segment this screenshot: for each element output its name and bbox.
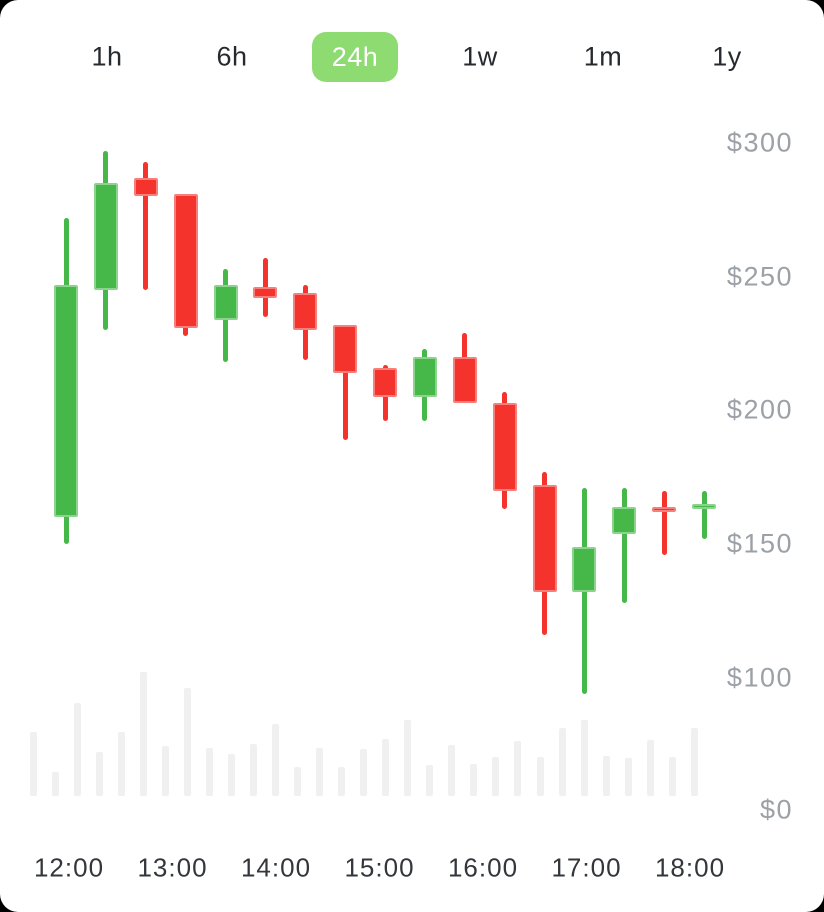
candle-body-up: [412, 357, 437, 398]
candle-body-down: [133, 177, 158, 197]
x-axis-label: 13:00: [137, 852, 208, 883]
x-axis-label: 17:00: [551, 852, 622, 883]
y-axis-label: $100: [726, 662, 793, 693]
candle-body-down: [293, 292, 318, 331]
volume-bar: [668, 757, 676, 796]
y-axis-label: $0: [759, 794, 793, 825]
volume-bar: [624, 758, 632, 796]
candle-wick-down: [661, 490, 667, 555]
x-axis-label: 12:00: [33, 852, 105, 883]
candle-body-down: [532, 485, 557, 593]
x-axis-label: 14:00: [240, 852, 312, 883]
candle-body-up: [54, 284, 78, 518]
volume-bar: [338, 767, 346, 796]
volume-bar: [228, 754, 236, 796]
volume-bar: [492, 757, 500, 796]
volume-bar: [162, 746, 170, 796]
x-axis-label: 16:00: [447, 852, 519, 883]
tab-1h[interactable]: 1h: [91, 41, 123, 72]
candle-wick-down: [143, 161, 149, 291]
volume-bar: [184, 688, 192, 796]
volume-bar: [382, 739, 390, 796]
volume-bar: [250, 744, 258, 796]
volume-bar: [470, 764, 478, 796]
tab-1m[interactable]: 1m: [583, 41, 623, 72]
y-axis-label: $200: [726, 394, 793, 425]
candle-body-down: [333, 324, 358, 373]
volume-bar: [514, 741, 522, 796]
candle-wick-up: [621, 488, 627, 604]
tab-1w[interactable]: 1w: [462, 41, 498, 72]
tab-24h[interactable]: 24h: [312, 32, 398, 82]
volume-bar: [74, 703, 81, 796]
y-axis-label: $300: [726, 127, 793, 158]
candle-wick-down: [342, 324, 348, 440]
volume-bar: [360, 749, 368, 796]
candle-body-down: [492, 402, 517, 491]
volume-bar: [690, 728, 698, 796]
volume-bar: [580, 720, 588, 796]
volume-bar: [52, 772, 59, 796]
x-axis-label: 18:00: [654, 852, 726, 883]
volume-bar: [294, 767, 302, 796]
tab-1y[interactable]: 1y: [712, 41, 742, 72]
volume-bar: [536, 757, 544, 796]
volume-bar: [448, 745, 456, 796]
volume-bar: [118, 732, 126, 796]
volume-bar: [272, 724, 280, 796]
candle-body-up: [692, 504, 716, 510]
y-axis-label: $250: [726, 261, 793, 292]
volume-bar: [404, 720, 412, 796]
timeframe-tabs: 1h 6h 24h 1w 1m 1y: [0, 0, 824, 110]
candle-body-up: [213, 284, 238, 320]
candle-body-up: [612, 506, 637, 534]
tab-6h[interactable]: 6h: [216, 41, 248, 72]
candle-body-down: [253, 287, 278, 299]
candle-body-down: [652, 506, 677, 513]
x-axis-label: 15:00: [344, 852, 415, 883]
candle-body-up: [93, 183, 118, 291]
candle-body-down: [452, 357, 477, 403]
volume-bar: [206, 748, 214, 796]
volume-bar: [30, 732, 37, 796]
volume-bar: [426, 765, 434, 796]
candle-body-down: [373, 367, 397, 398]
candle-body-down: [173, 193, 198, 328]
volume-bar: [602, 756, 610, 796]
volume-bar: [646, 740, 654, 796]
volume-bar: [558, 728, 566, 796]
y-axis-label: $150: [726, 528, 793, 559]
candle-wick-up: [701, 490, 707, 539]
candle-body-up: [572, 546, 597, 593]
volume-bar: [316, 748, 324, 796]
volume-bar: [140, 672, 148, 796]
volume-bar: [96, 752, 104, 796]
